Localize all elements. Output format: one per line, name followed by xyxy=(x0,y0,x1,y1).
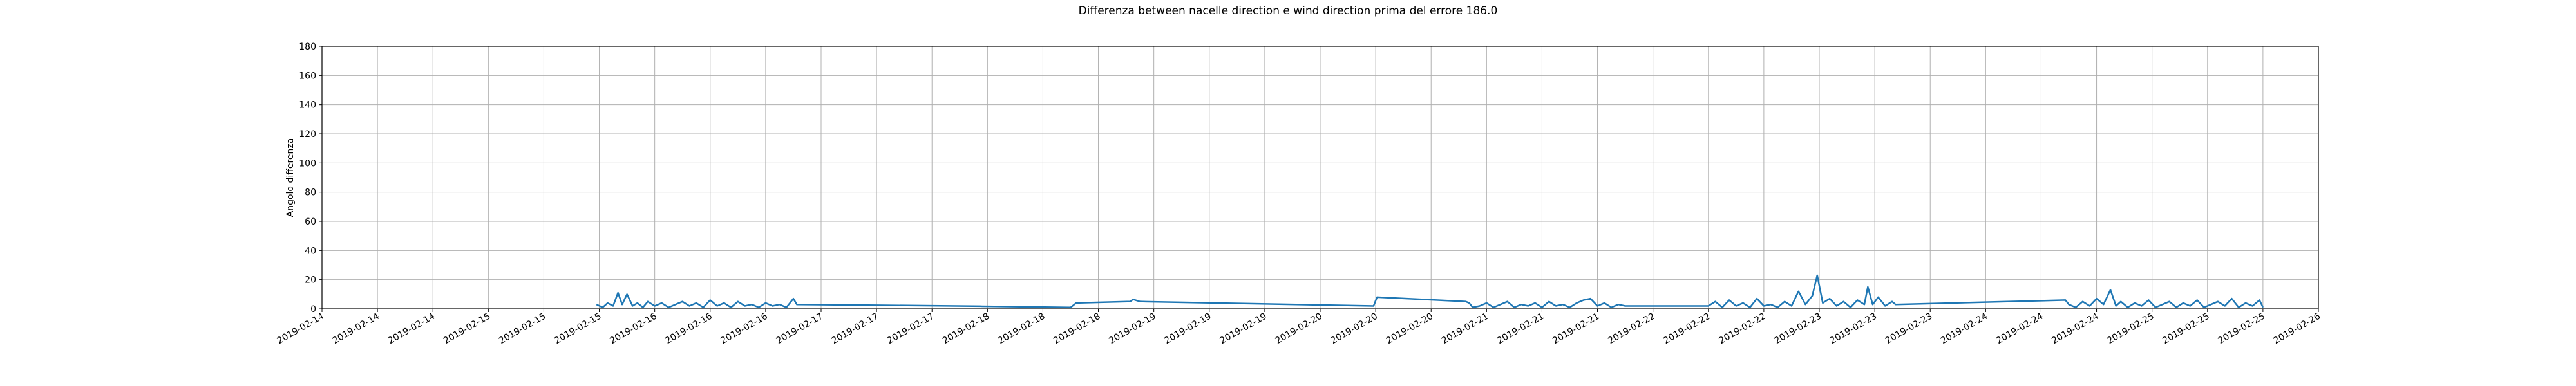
x-tick-label: 2019-02-14 xyxy=(276,311,327,347)
y-tick-label: 60 xyxy=(305,217,316,227)
x-tick-label: 2019-02-23 xyxy=(1884,311,1934,347)
x-tick-label: 2019-02-23 xyxy=(1828,311,1879,347)
x-tick-label: 2019-02-20 xyxy=(1329,311,1379,347)
y-tick-label: 180 xyxy=(299,42,316,52)
y-axis-label: Angolo differenza xyxy=(285,138,296,217)
x-tick-label: 2019-02-16 xyxy=(608,311,659,347)
y-tick-label: 160 xyxy=(299,71,316,81)
x-tick-label: 2019-02-15 xyxy=(497,311,547,347)
x-tick-label: 2019-02-24 xyxy=(1939,311,1990,347)
x-tick-label: 2019-02-22 xyxy=(1717,311,1767,347)
x-tick-label: 2019-02-19 xyxy=(1107,311,1157,347)
x-tick-label: 2019-02-20 xyxy=(1274,311,1324,347)
x-tick-label: 2019-02-19 xyxy=(1218,311,1268,347)
x-tick-label: 2019-02-17 xyxy=(886,311,936,347)
y-tick-label: 80 xyxy=(305,188,316,198)
y-tick-label: 120 xyxy=(299,129,316,140)
x-tick-label: 2019-02-25 xyxy=(2105,311,2155,347)
x-tick-label: 2019-02-22 xyxy=(1662,311,1712,347)
x-tick-label: 2019-02-25 xyxy=(2216,311,2266,347)
y-tick-label: 100 xyxy=(299,158,316,169)
x-tick-label: 2019-02-18 xyxy=(996,311,1046,347)
plot-frame xyxy=(321,46,2319,309)
x-tick-label: 2019-02-15 xyxy=(553,311,603,347)
x-tick-label: 2019-02-16 xyxy=(663,311,714,347)
x-tick-label: 2019-02-21 xyxy=(1440,311,1490,347)
x-tick-label: 2019-02-14 xyxy=(386,311,437,347)
y-tick-label: 140 xyxy=(299,100,316,111)
x-tick-label: 2019-02-22 xyxy=(1606,311,1656,347)
x-tick-label: 2019-02-16 xyxy=(719,311,770,347)
x-tick-label: 2019-02-21 xyxy=(1551,311,1601,347)
x-tick-label: 2019-02-17 xyxy=(775,311,825,347)
x-tick-label: 2019-02-25 xyxy=(2161,311,2211,347)
y-tick-label: 0 xyxy=(310,304,316,315)
y-tick-label: 20 xyxy=(305,275,316,286)
x-tick-label: 2019-02-14 xyxy=(331,311,382,347)
x-tick-label: 2019-02-20 xyxy=(1385,311,1435,347)
x-tick-label: 2019-02-18 xyxy=(941,311,991,347)
x-tick-label: 2019-02-24 xyxy=(1994,311,2045,347)
x-tick-label: 2019-02-26 xyxy=(2272,311,2323,347)
x-tick-label: 2019-02-23 xyxy=(1773,311,1823,347)
x-tick-label: 2019-02-18 xyxy=(1052,311,1102,347)
x-tick-label: 2019-02-15 xyxy=(442,311,492,347)
x-tick-label: 2019-02-17 xyxy=(830,311,880,347)
x-tick-label: 2019-02-19 xyxy=(1162,311,1213,347)
chart-title: Differenza between nacelle direction e w… xyxy=(1079,5,1498,17)
data-line xyxy=(596,274,2264,308)
x-tick-label: 2019-02-21 xyxy=(1495,311,1546,347)
x-tick-label: 2019-02-24 xyxy=(2050,311,2101,347)
y-tick-label: 40 xyxy=(305,246,316,256)
